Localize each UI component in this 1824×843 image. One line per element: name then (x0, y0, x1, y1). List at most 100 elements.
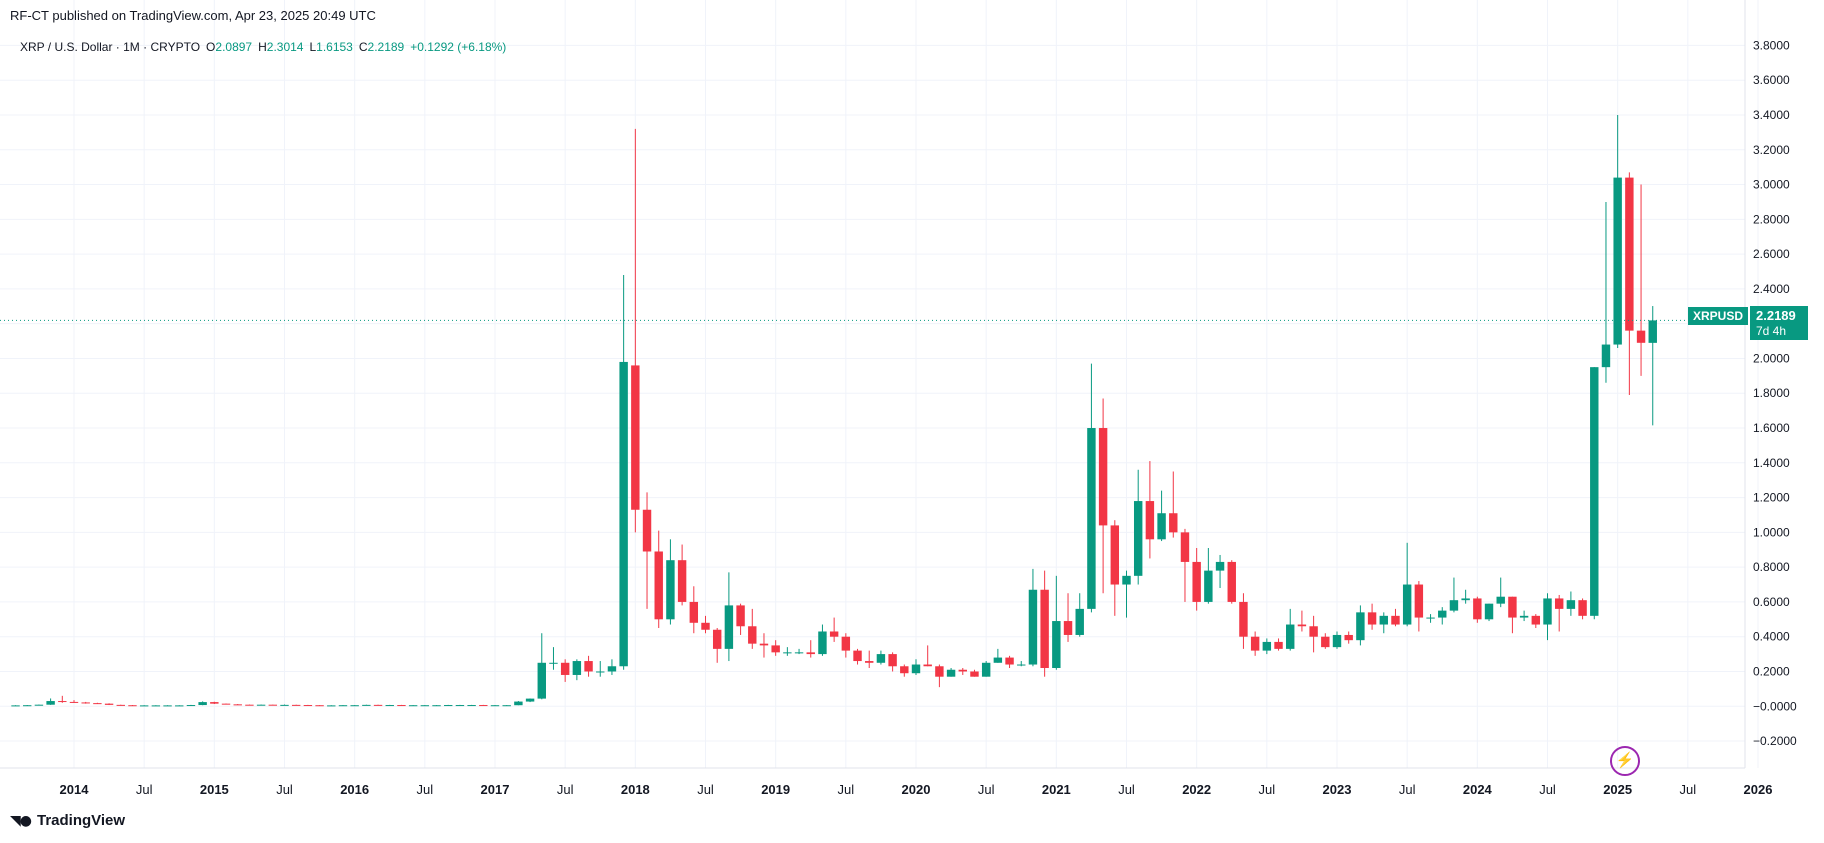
candle-body (1601, 344, 1611, 368)
candle-body (900, 666, 909, 674)
candle-body (432, 705, 441, 707)
candle-body (958, 669, 967, 672)
candle-body (362, 704, 371, 706)
x-tick-label: 2017 (481, 782, 510, 797)
candle-body (1391, 615, 1400, 625)
candle-body (373, 704, 383, 706)
candle-body (1262, 641, 1272, 651)
candle-body (946, 669, 956, 677)
candle-body (1531, 615, 1541, 625)
candle-body (23, 705, 32, 707)
x-tick-label: 2015 (200, 782, 229, 797)
candle-body (1590, 367, 1599, 616)
candle-body (1098, 428, 1108, 526)
candle-body (1052, 621, 1061, 669)
candle-body (186, 705, 196, 707)
candle-body (1028, 589, 1038, 665)
candle-body (1110, 525, 1120, 585)
candle-body (455, 705, 465, 707)
candle-body (1297, 624, 1307, 627)
candle-body (911, 664, 921, 674)
y-tick-label: 1.6000 (1753, 421, 1790, 435)
candle-body (923, 664, 932, 667)
y-tick-label: 0.4000 (1753, 630, 1790, 644)
candle-body (1414, 584, 1424, 618)
candle-body (642, 509, 652, 552)
candle-body (34, 704, 44, 706)
x-tick-label: Jul (697, 782, 714, 797)
candle-body (619, 361, 628, 667)
candle-body (1625, 177, 1634, 331)
tradingview-logo[interactable]: ◥● TradingView (10, 812, 125, 829)
candle-body (829, 631, 839, 637)
candle-body (993, 657, 1003, 663)
candle-body (1145, 501, 1155, 540)
candle-body (1367, 612, 1377, 625)
x-tick-label: Jul (136, 782, 153, 797)
legend-close-value: 2.2189 (367, 40, 405, 54)
candle-body (408, 705, 418, 707)
candle-body (1017, 664, 1026, 666)
candle-body (1180, 532, 1190, 562)
candle-body (818, 631, 827, 655)
y-tick-label: 3.8000 (1753, 38, 1790, 52)
candle-body (280, 704, 289, 706)
y-tick-label: 1.0000 (1753, 525, 1790, 539)
candle-body (245, 704, 254, 706)
candle-body (853, 650, 862, 662)
y-tick-label: 3.0000 (1753, 178, 1790, 192)
candle-body (1648, 320, 1657, 343)
y-tick-label: 2.6000 (1753, 247, 1790, 261)
candle-body (806, 652, 815, 655)
candle-body (93, 703, 102, 705)
candle-body (607, 666, 617, 672)
candle-body (1636, 330, 1646, 343)
candle-body (654, 551, 663, 620)
candle-body (1613, 177, 1622, 345)
candle-body (771, 645, 780, 653)
candle-body (1227, 561, 1236, 602)
candle-body (315, 705, 324, 707)
legend-open-label: O (206, 40, 216, 54)
candle-body (69, 701, 79, 703)
price-axis[interactable]: 3.8000 3.6000 3.4000 3.2000 3.0000 2.8000 2.60… (1744, 0, 1797, 768)
y-tick-label: 3.4000 (1753, 108, 1790, 122)
x-tick-label: 2022 (1182, 782, 1211, 797)
candle-body (58, 701, 67, 703)
candle-body (1040, 589, 1049, 669)
x-tick-label: 2023 (1323, 782, 1352, 797)
x-tick-label: 2024 (1463, 782, 1493, 797)
candle-body (1122, 575, 1131, 585)
candle-body (338, 705, 348, 707)
time-axis[interactable]: 2014 Jul 2015 Jul 2016 Jul 2017 Jul 2018 Jul 2019 J… (0, 767, 1772, 797)
candle-body (666, 560, 675, 620)
x-tick-label: Jul (557, 782, 574, 797)
candle-body (198, 702, 207, 706)
candle-body (876, 654, 886, 663)
y-tick-label: 1.4000 (1753, 456, 1790, 470)
legend-close-label: C (358, 40, 368, 54)
lightning-icon[interactable]: ⚡ (1610, 746, 1640, 776)
x-tick-label: 2020 (902, 782, 931, 797)
y-tick-label: −0.0000 (1753, 699, 1797, 713)
candle-body (794, 652, 804, 654)
candle-body (46, 701, 55, 705)
candle-body (689, 601, 699, 623)
legend-high-label: H (258, 40, 267, 54)
candle-body (467, 705, 476, 707)
candle-body (783, 652, 792, 654)
candle-body (1169, 513, 1178, 533)
candle-body (701, 622, 710, 630)
legend-open-value: 2.0897 (215, 40, 253, 54)
candle-body (303, 705, 313, 707)
candle-body (1075, 608, 1084, 635)
candle-body (444, 705, 453, 707)
candle-body (970, 671, 979, 677)
candle-body (350, 705, 359, 707)
legend-symbol[interactable]: XRP / U.S. Dollar · 1M · CRYPTO (20, 40, 201, 54)
grid-lines (0, 0, 1759, 768)
tradingview-brand: TradingView (36, 812, 126, 829)
candle-body (420, 705, 430, 707)
x-tick-label: 2014 (60, 782, 90, 797)
